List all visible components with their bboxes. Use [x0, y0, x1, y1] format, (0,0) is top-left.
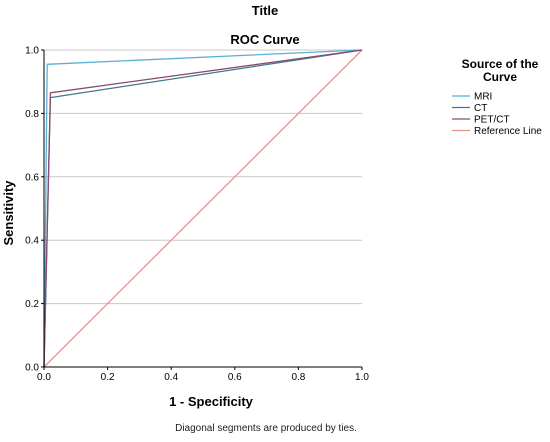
chart-title: ROC Curve	[230, 32, 299, 47]
y-tick-label: 0.8	[25, 109, 39, 120]
series-line-mri	[43, 49, 363, 368]
x-tick-label: 1.0	[355, 372, 369, 383]
series-line-pet-ct	[43, 49, 363, 368]
x-tick-label: 0.4	[164, 372, 178, 383]
series-layer	[43, 49, 363, 368]
footnote: Diagonal segments are produced by ties.	[175, 423, 357, 434]
legend-title-line: Source of the	[462, 57, 539, 71]
y-tick-label: 0.2	[25, 299, 39, 310]
legend-label-mri: MRI	[474, 92, 492, 103]
series-line-reference-line	[43, 49, 363, 368]
legend-label-pet-ct: PET/CT	[474, 115, 510, 126]
y-tick-label: 0.6	[25, 172, 39, 183]
legend-label-ct: CT	[474, 103, 487, 114]
x-tick-label: 0.8	[291, 372, 305, 383]
y-tick-label: 0.0	[25, 363, 39, 374]
y-axis-label: Sensitivity	[1, 180, 16, 246]
header-title: Title	[252, 3, 279, 18]
y-tick-label: 0.4	[25, 236, 39, 247]
x-tick-label: 0.6	[228, 372, 242, 383]
x-tick-label: 0.0	[37, 372, 51, 383]
x-tick-label: 0.2	[101, 372, 115, 383]
x-axis-label: 1 - Specificity	[169, 394, 254, 409]
axis-layer: 0.0 0.2 0.4 0.6 0.8 1.0 0.0 0.2 0.4 0.6 0.8 1.0	[25, 46, 369, 384]
legend-title-line: Curve	[483, 70, 517, 84]
grid-layer	[44, 49, 362, 305]
legend-label-reference-line: Reference Line	[474, 126, 542, 137]
y-tick-label: 1.0	[25, 46, 39, 57]
